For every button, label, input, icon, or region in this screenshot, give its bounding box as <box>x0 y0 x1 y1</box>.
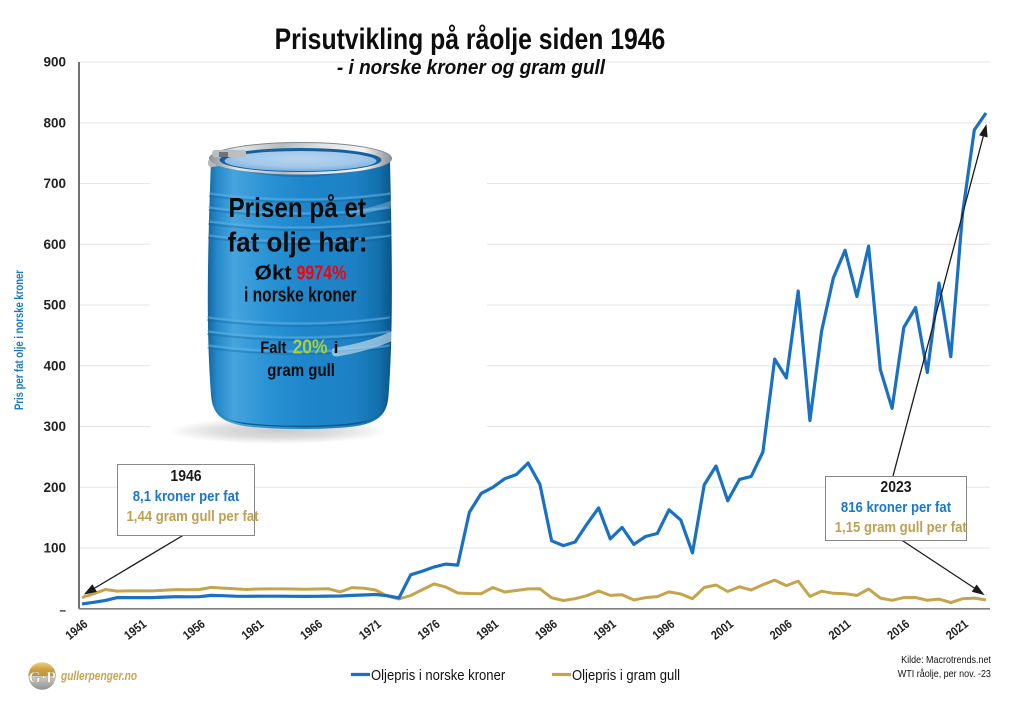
svg-text:i norske kroner: i norske kroner <box>244 285 357 307</box>
svg-text:fat olje har:: fat olje har: <box>228 226 368 257</box>
svg-text:1961: 1961 <box>239 617 267 643</box>
svg-text:1946: 1946 <box>63 617 91 643</box>
svg-text:gram gull: gram gull <box>267 360 335 380</box>
svg-text:1951: 1951 <box>122 617 150 643</box>
svg-text:–: – <box>59 603 66 617</box>
svg-text:Pris per fat olje i norske kro: Pris per fat olje i norske kroner <box>14 270 26 410</box>
svg-text:2001: 2001 <box>709 617 737 643</box>
svg-text:Prisen på et: Prisen på et <box>229 192 367 223</box>
svg-text:1991: 1991 <box>591 617 619 643</box>
svg-text:2016: 2016 <box>885 617 913 643</box>
svg-text:200: 200 <box>43 480 66 495</box>
svg-text:9974%: 9974% <box>297 262 347 284</box>
svg-text:1971: 1971 <box>356 617 384 643</box>
svg-text:i: i <box>334 338 339 357</box>
svg-text:1986: 1986 <box>532 617 560 643</box>
svg-text:20%: 20% <box>293 336 328 359</box>
svg-text:1976: 1976 <box>415 617 443 643</box>
svg-text:1981: 1981 <box>474 617 502 643</box>
svg-text:700: 700 <box>43 176 66 191</box>
svg-text:1966: 1966 <box>298 617 326 643</box>
svg-text:2021: 2021 <box>943 617 971 643</box>
svg-text:600: 600 <box>43 237 66 252</box>
svg-text:900: 900 <box>43 55 66 70</box>
svg-text:400: 400 <box>43 358 66 373</box>
svg-text:800: 800 <box>43 115 66 130</box>
svg-text:G·P: G·P <box>29 670 57 687</box>
svg-text:2011: 2011 <box>826 617 854 643</box>
svg-text:300: 300 <box>43 419 66 434</box>
svg-text:Økt: Økt <box>255 262 292 284</box>
svg-text:100: 100 <box>43 541 66 556</box>
svg-text:500: 500 <box>43 298 66 313</box>
svg-text:1956: 1956 <box>180 617 208 643</box>
svg-text:1996: 1996 <box>650 617 678 643</box>
svg-text:2006: 2006 <box>767 617 795 643</box>
svg-text:Falt: Falt <box>260 338 287 357</box>
